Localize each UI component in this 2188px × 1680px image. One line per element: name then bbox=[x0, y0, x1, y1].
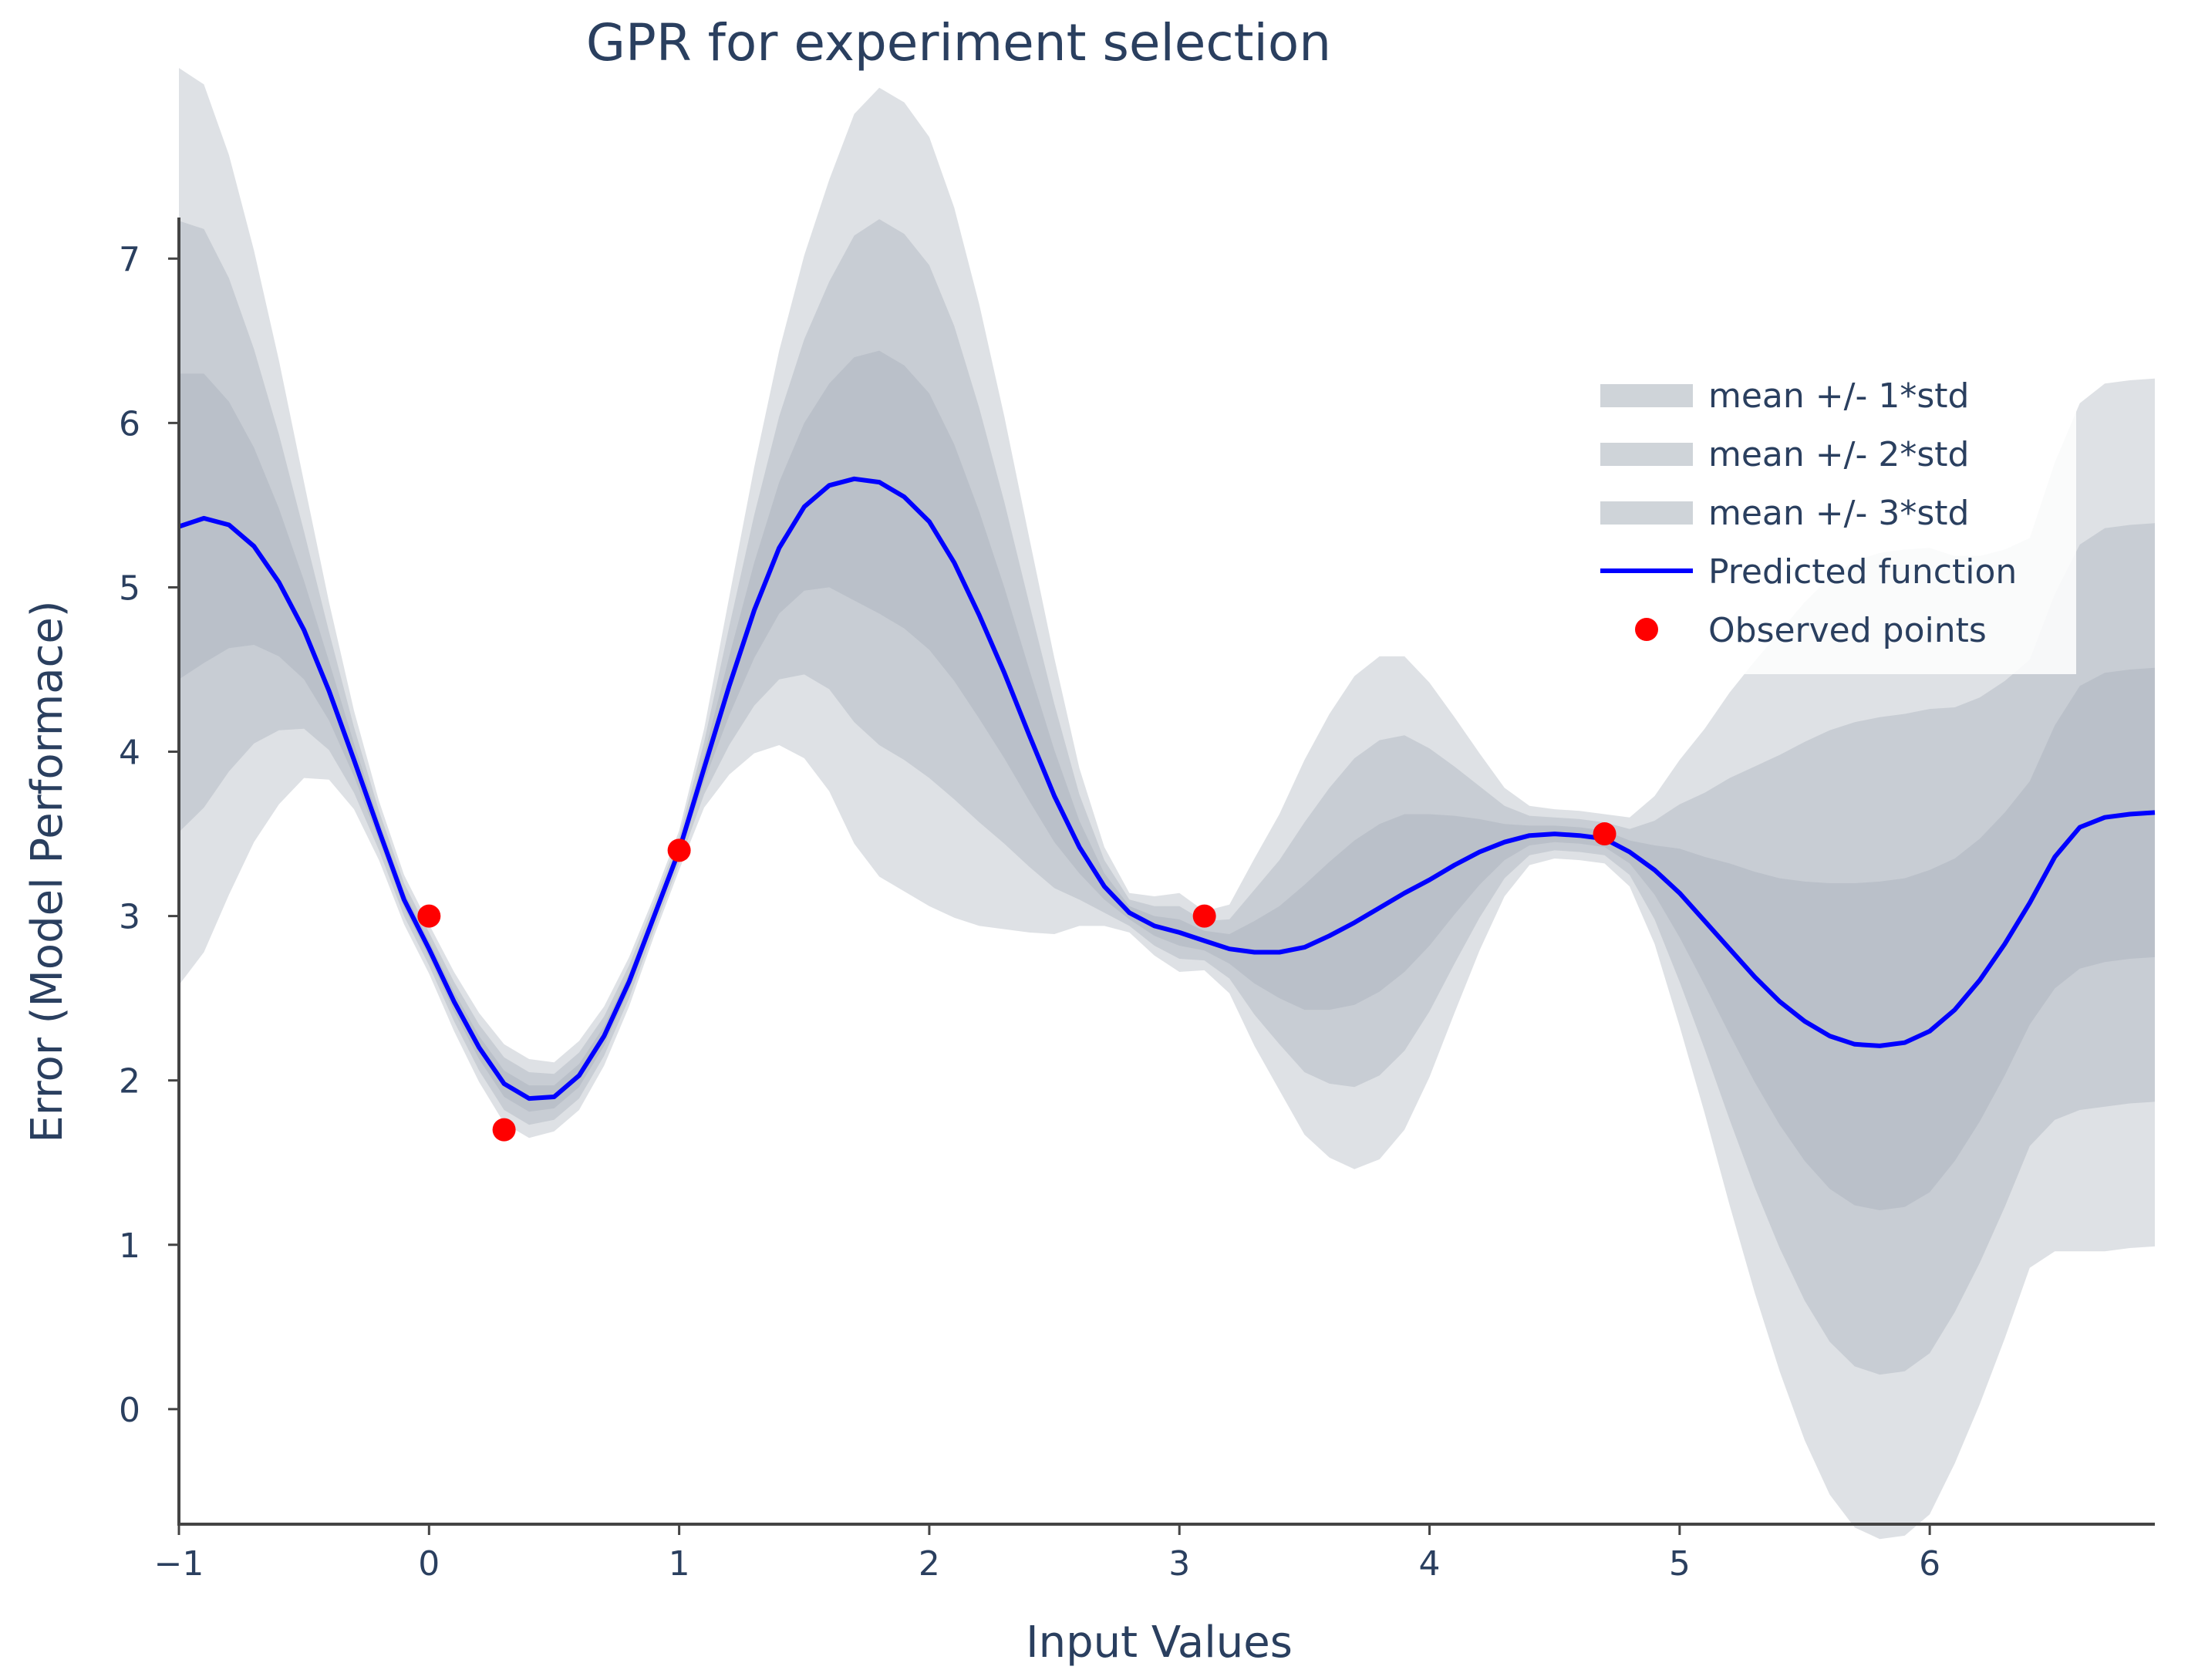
x-tick-label: 0 bbox=[418, 1544, 440, 1584]
predicted-function-series bbox=[178, 476, 2156, 1101]
x-tick-label: −1 bbox=[154, 1544, 204, 1584]
y-tick-label: 7 bbox=[119, 240, 140, 279]
legend: mean +/- 1*std mean +/- 2*std mean +/- 3*s… bbox=[1589, 364, 2076, 674]
legend-band-2std-swatch bbox=[1600, 443, 1693, 466]
legend-band-1std-swatch bbox=[1600, 384, 1693, 407]
y-tick-label: 3 bbox=[119, 898, 140, 937]
observed-point bbox=[667, 838, 691, 862]
std-bands bbox=[179, 68, 2155, 1540]
band-3std bbox=[179, 68, 2155, 1540]
x-tick-label: 4 bbox=[1419, 1544, 1441, 1584]
x-tick-label: 2 bbox=[919, 1544, 940, 1584]
observed-point bbox=[492, 1118, 516, 1142]
legend-predicted-function-label: Predicted function bbox=[1708, 552, 2017, 592]
observed-points-series bbox=[417, 822, 1617, 1142]
y-tick-label: 2 bbox=[119, 1062, 140, 1101]
y-tick-label: 6 bbox=[119, 404, 140, 444]
chart-title: GPR for experiment selection bbox=[586, 13, 1331, 73]
x-tick-label: 5 bbox=[1669, 1544, 1691, 1584]
x-ticks: −1 0 1 2 3 4 5 6 bbox=[154, 1524, 1940, 1584]
observed-point bbox=[1192, 904, 1216, 928]
x-tick-label: 6 bbox=[1919, 1544, 1940, 1584]
legend-observed-points-label: Observed points bbox=[1708, 611, 1987, 650]
observed-point bbox=[1593, 822, 1617, 846]
observed-point bbox=[417, 904, 441, 928]
legend-band-2std-label: mean +/- 2*std bbox=[1708, 435, 1969, 474]
band-2std bbox=[179, 219, 2155, 1375]
predicted-function-line bbox=[178, 476, 2156, 1101]
band-1std bbox=[179, 350, 2155, 1211]
y-tick-label: 5 bbox=[119, 568, 140, 608]
y-tick-label: 1 bbox=[119, 1226, 140, 1266]
x-tick-label: 1 bbox=[669, 1544, 690, 1584]
x-tick-label: 3 bbox=[1168, 1544, 1190, 1584]
y-tick-label: 4 bbox=[119, 734, 140, 773]
x-axis-title: Input Values bbox=[1026, 1618, 1293, 1668]
legend-observed-points-swatch bbox=[1635, 618, 1658, 641]
y-axis-title: Error (Model Performace) bbox=[22, 600, 72, 1142]
y-ticks: 0 1 2 3 4 5 6 7 bbox=[119, 240, 179, 1430]
legend-band-3std-swatch bbox=[1600, 501, 1693, 525]
legend-band-1std-label: mean +/- 1*std bbox=[1708, 376, 1969, 416]
axes bbox=[177, 218, 2155, 1526]
legend-band-3std-label: mean +/- 3*std bbox=[1708, 494, 1969, 533]
y-tick-label: 0 bbox=[119, 1391, 140, 1430]
